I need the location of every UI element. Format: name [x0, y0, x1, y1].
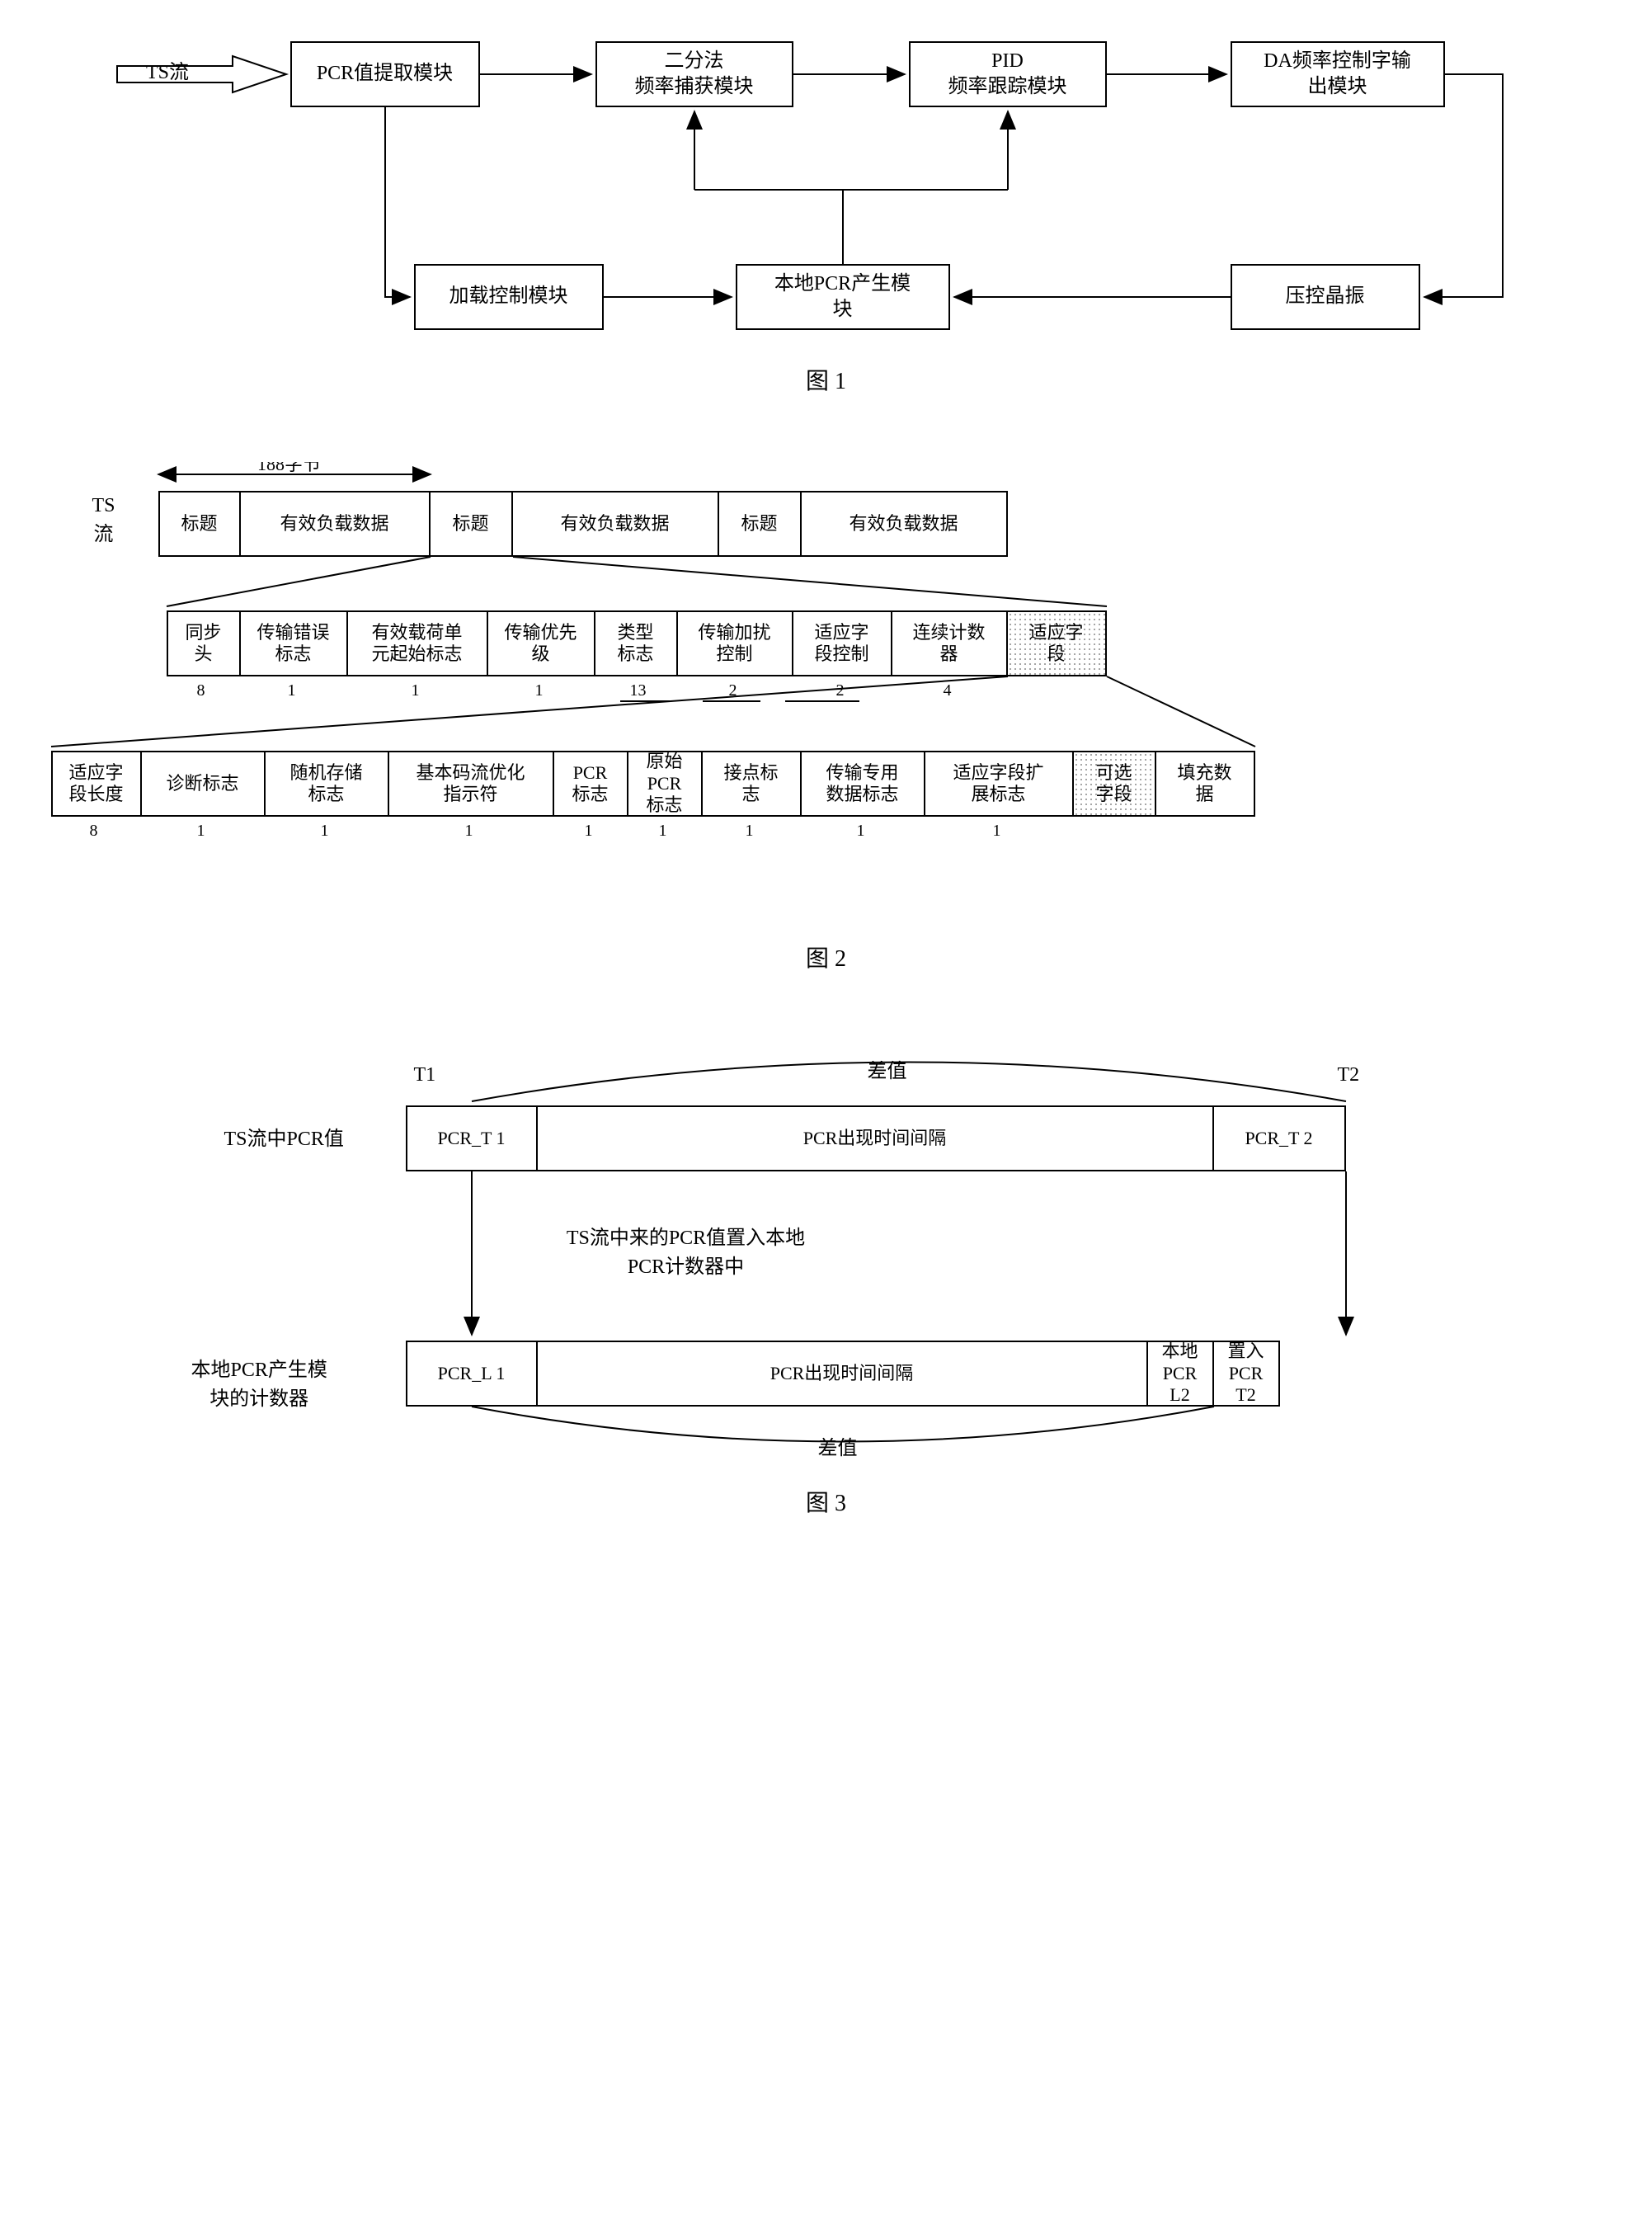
- adaptation-row-bits-8: 1: [993, 822, 1001, 841]
- ts-pcr-row-cell-0: PCR_T 1: [406, 1105, 538, 1171]
- fig3-canvas: T1 T2 差值 差值 TS流中PCR值 本地PCR产生模 块的计数器 TS流中…: [125, 1039, 1527, 1468]
- figure-2: TS 流 188字节 标题有效负载数据标题有效负载数据标题有效负载数据81111…: [33, 462, 1619, 973]
- adaptation-row-cell-6: 接点标 志: [703, 751, 802, 817]
- adaptation-row-cell-8: 适应字段扩 展标志: [925, 751, 1074, 817]
- adaptation-row-cell-1: 诊断标志: [142, 751, 266, 817]
- header-row-cell-0: 同步 头: [167, 610, 241, 676]
- header-row-bits-3: 1: [535, 681, 544, 700]
- pid-box: PID 频率跟踪模块: [909, 41, 1107, 107]
- local-pcr-row-cell-1: PCR出现时间间隔: [538, 1341, 1148, 1407]
- fig1-caption: 图 1: [33, 363, 1619, 396]
- note-label: TS流中来的PCR值置入本地 PCR计数器中: [538, 1221, 835, 1279]
- adaptation-row-cell-7: 传输专用 数据标志: [802, 751, 925, 817]
- adaptation-row-bits-1: 1: [197, 822, 205, 841]
- header-row-cell-7: 连续计数 器: [892, 610, 1008, 676]
- fig2-canvas: TS 流 188字节 标题有效负载数据标题有效负载数据标题有效负载数据81111…: [43, 462, 1610, 924]
- adaptation-row-bits-6: 1: [746, 822, 754, 841]
- row2-label: 本地PCR产生模 块的计数器: [191, 1353, 327, 1411]
- figure-3: T1 T2 差值 差值 TS流中PCR值 本地PCR产生模 块的计数器 TS流中…: [33, 1039, 1619, 1518]
- load_ctrl-box: 加载控制模块: [414, 264, 604, 330]
- adaptation-row-cell-3: 基本码流优化 指示符: [389, 751, 554, 817]
- ts-label: TS流: [146, 61, 189, 83]
- local-pcr-row-cell-0: PCR_L 1: [406, 1341, 538, 1407]
- bisection-box: 二分法 频率捕获模块: [595, 41, 793, 107]
- header-row-cell-1: 传输错误 标志: [241, 610, 348, 676]
- adaptation-row-bits-2: 1: [321, 822, 329, 841]
- adaptation-row-bits-5: 1: [659, 822, 667, 841]
- header-row-cell-5: 传输加扰 控制: [678, 610, 793, 676]
- figure-1: TS流 PCR值提取模块 二分法 频率捕获模块 PID 频率跟踪模块 DA频率控制字输…: [33, 33, 1619, 396]
- header-row-bits-5: 2: [729, 681, 737, 700]
- adaptation-row-bits-0: 8: [90, 822, 98, 841]
- ts-stream-label: TS 流: [92, 495, 115, 546]
- diff-top: 差值: [868, 1054, 907, 1083]
- header-row-cell-4: 类型 标志: [595, 610, 678, 676]
- header-row-bits-4: 13: [630, 681, 647, 700]
- adaptation-row-bits-3: 1: [465, 822, 473, 841]
- fig2-caption: 图 2: [33, 940, 1619, 973]
- da_out-box: DA频率控制字输 出模块: [1231, 41, 1445, 107]
- local-pcr-row: PCR_L 1PCR出现时间间隔本地 PCR L2置入 PCR T2: [406, 1341, 1280, 1407]
- row1-label: TS流中PCR值: [224, 1122, 344, 1151]
- ts-packet-row: 标题有效负载数据标题有效负载数据标题有效负载数据: [158, 491, 1008, 557]
- local-pcr-row-cell-2: 本地 PCR L2: [1148, 1341, 1214, 1407]
- ts-packet-row-cell-0: 标题: [158, 491, 241, 557]
- adaptation-row-cell-2: 随机存储 标志: [266, 751, 389, 817]
- ts-packet-row-cell-3: 有效负载数据: [513, 491, 719, 557]
- ts-pcr-row-cell-2: PCR_T 2: [1214, 1105, 1346, 1171]
- adaptation-row-cell-9: 可选 字段: [1074, 751, 1156, 817]
- header-row-cell-2: 有效载荷单 元起始标志: [348, 610, 488, 676]
- adaptation-row-bits-4: 1: [585, 822, 593, 841]
- diff-bot: 差值: [818, 1431, 858, 1460]
- vco-box: 压控晶振: [1231, 264, 1420, 330]
- fig1-canvas: TS流 PCR值提取模块 二分法 频率捕获模块 PID 频率跟踪模块 DA频率控制字输…: [84, 33, 1569, 346]
- ts-packet-row-cell-2: 标题: [431, 491, 513, 557]
- header-row-cell-3: 传输优先 级: [488, 610, 595, 676]
- header-row-cell-6: 适应字 段控制: [793, 610, 892, 676]
- local-pcr-row-cell-3: 置入 PCR T2: [1214, 1341, 1280, 1407]
- header-row-cell-8: 适应字 段: [1008, 610, 1107, 676]
- local_pcr-box: 本地PCR产生模 块: [736, 264, 950, 330]
- header-row-bits-0: 8: [197, 681, 205, 700]
- svg-text:188字节: 188字节: [257, 462, 321, 474]
- header-row-bits-7: 4: [944, 681, 952, 700]
- fig3-caption: 图 3: [33, 1485, 1619, 1518]
- adaptation-row-cell-5: 原始 PCR 标志: [628, 751, 703, 817]
- t1-label: T1: [414, 1064, 436, 1086]
- adaptation-row-cell-10: 填充数 据: [1156, 751, 1255, 817]
- header-row-bits-2: 1: [412, 681, 420, 700]
- ts-pcr-row-cell-1: PCR出现时间间隔: [538, 1105, 1214, 1171]
- adaptation-row-bits-7: 1: [857, 822, 865, 841]
- header-row-bits-6: 2: [836, 681, 845, 700]
- ts-packet-row-cell-1: 有效负载数据: [241, 491, 431, 557]
- ts-packet-row-cell-5: 有效负载数据: [802, 491, 1008, 557]
- adaptation-row: 适应字 段长度诊断标志随机存储 标志基本码流优化 指示符PCR 标志原始 PCR…: [51, 751, 1255, 817]
- pcr_extract-box: PCR值提取模块: [290, 41, 480, 107]
- adaptation-row-cell-4: PCR 标志: [554, 751, 628, 817]
- ts-pcr-row: PCR_T 1PCR出现时间间隔PCR_T 2: [406, 1105, 1346, 1171]
- header-row: 同步 头传输错误 标志有效载荷单 元起始标志传输优先 级类型 标志传输加扰 控制…: [167, 610, 1107, 676]
- ts-packet-row-cell-4: 标题: [719, 491, 802, 557]
- t2-label: T2: [1338, 1064, 1360, 1086]
- header-row-bits-1: 1: [288, 681, 296, 700]
- adaptation-row-cell-0: 适应字 段长度: [51, 751, 142, 817]
